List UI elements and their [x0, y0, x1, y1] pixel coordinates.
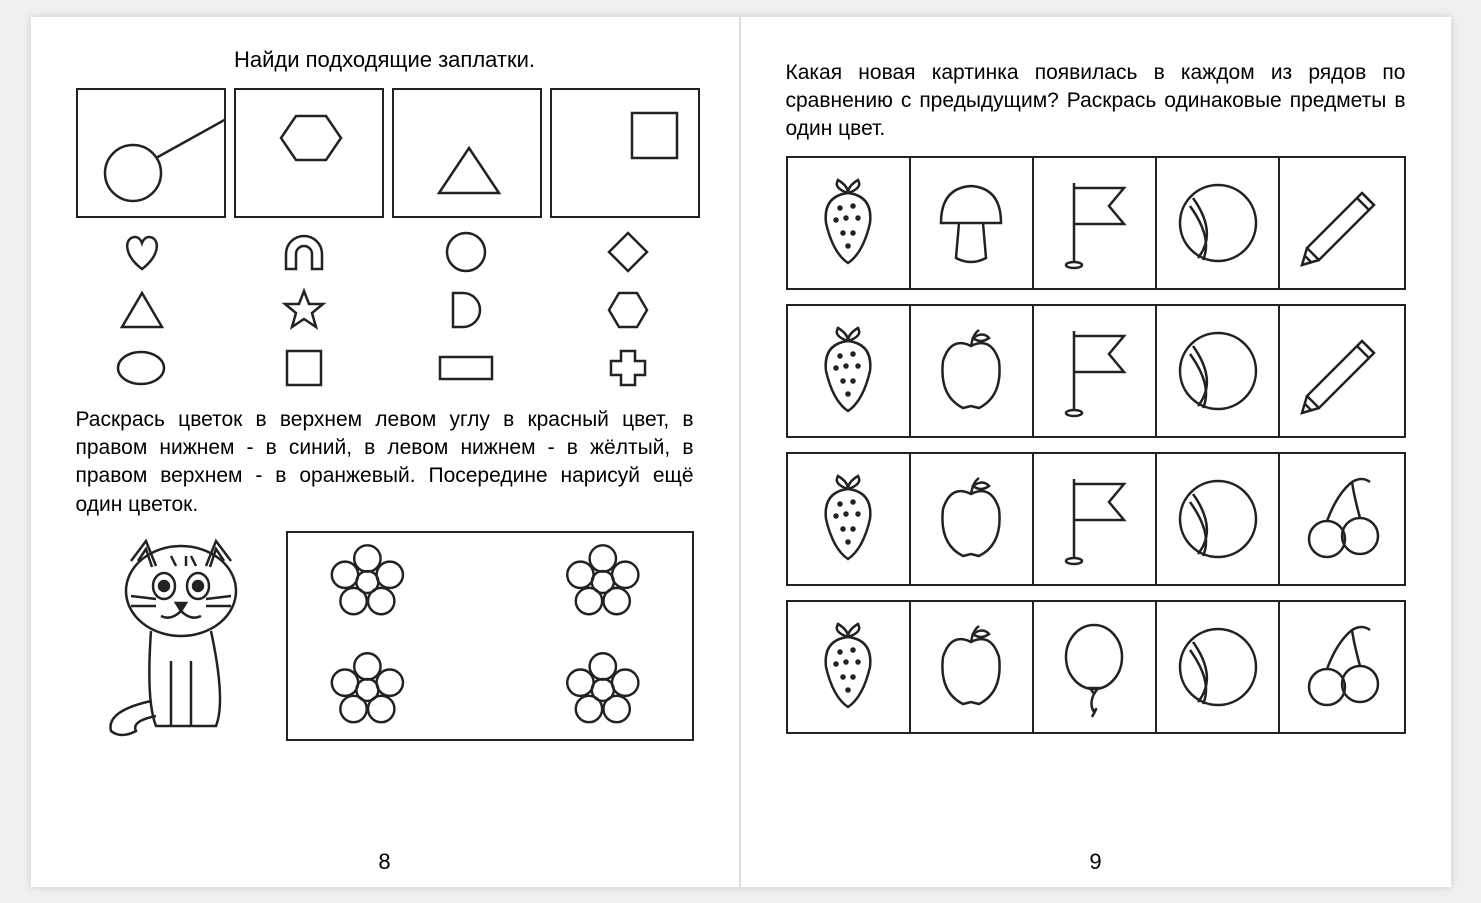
- task2-instruction: Раскрась цветок в верхнем левом углу в к…: [76, 406, 694, 519]
- task1-title: Найди подходящие заплатки.: [76, 47, 694, 73]
- item-ball: [1157, 602, 1280, 732]
- shape-square: [271, 342, 336, 394]
- shape-circle: [433, 226, 498, 278]
- item-row-4: [786, 600, 1406, 734]
- item-flag: [1034, 158, 1157, 288]
- item-ball: [1157, 306, 1280, 436]
- item-cherry: [1280, 454, 1403, 584]
- patch-box-square: [550, 88, 700, 218]
- shape-hexagon: [595, 284, 660, 336]
- patch-holes-row: [76, 88, 694, 218]
- patch-box-circle: [76, 88, 226, 218]
- item-apple: [911, 454, 1034, 584]
- item-mushroom: [911, 158, 1034, 288]
- item-strawberry: [788, 306, 911, 436]
- item-pencil: [1280, 306, 1403, 436]
- shape-triangle: [109, 284, 174, 336]
- shape-d-shape: [433, 284, 498, 336]
- shape-diamond: [595, 226, 660, 278]
- item-strawberry: [788, 158, 911, 288]
- cat-illustration: [76, 531, 276, 741]
- page-number-left: 8: [31, 849, 739, 875]
- item-rows-container: [786, 156, 1406, 734]
- item-balloon: [1034, 602, 1157, 732]
- page-number-right: 9: [741, 849, 1451, 875]
- shape-rectangle: [433, 342, 498, 394]
- item-row-3: [786, 452, 1406, 586]
- right-task-instruction: Какая новая картинка появилась в каждом …: [786, 59, 1406, 144]
- patch-box-hexagon: [234, 88, 384, 218]
- shape-arch: [271, 226, 336, 278]
- item-ball: [1157, 158, 1280, 288]
- shape-oval: [109, 342, 174, 394]
- item-cherry: [1280, 602, 1403, 732]
- item-apple: [911, 306, 1034, 436]
- shape-plus: [595, 342, 660, 394]
- item-ball: [1157, 454, 1280, 584]
- item-flag: [1034, 454, 1157, 584]
- item-apple: [911, 602, 1034, 732]
- item-flag: [1034, 306, 1157, 436]
- shape-heart: [109, 226, 174, 278]
- patch-box-triangle: [392, 88, 542, 218]
- item-strawberry: [788, 602, 911, 732]
- loose-shapes-grid: [76, 226, 694, 394]
- flower-box: [286, 531, 694, 741]
- item-row-1: [786, 156, 1406, 290]
- page-right: Какая новая картинка появилась в каждом …: [741, 17, 1451, 887]
- item-row-2: [786, 304, 1406, 438]
- page-left: Найди подходящие заплатки.: [31, 17, 741, 887]
- flower-area: [76, 531, 694, 741]
- book-spread: Найди подходящие заплатки.: [31, 17, 1451, 887]
- shape-star: [271, 284, 336, 336]
- item-pencil: [1280, 158, 1403, 288]
- item-strawberry: [788, 454, 911, 584]
